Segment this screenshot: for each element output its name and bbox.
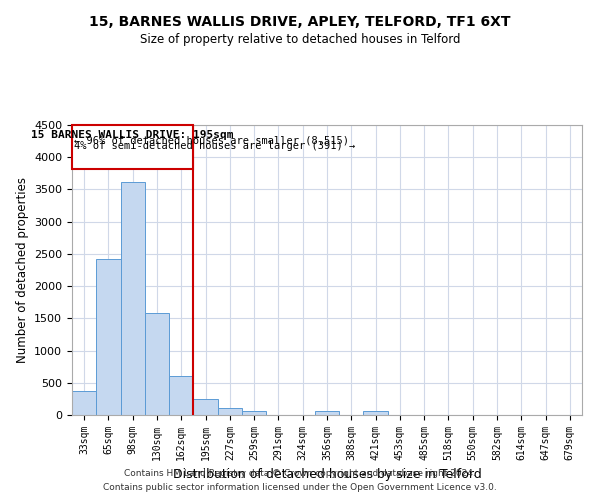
Text: Size of property relative to detached houses in Telford: Size of property relative to detached ho… <box>140 32 460 46</box>
Bar <box>193 399 218 415</box>
Text: Contains HM Land Registry data © Crown copyright and database right 2024.: Contains HM Land Registry data © Crown c… <box>124 468 476 477</box>
Bar <box>218 408 242 415</box>
Bar <box>72 390 96 415</box>
Bar <box>121 182 145 415</box>
FancyBboxPatch shape <box>72 125 193 169</box>
Text: Contains public sector information licensed under the Open Government Licence v3: Contains public sector information licen… <box>103 484 497 492</box>
Y-axis label: Number of detached properties: Number of detached properties <box>16 177 29 363</box>
Text: 15, BARNES WALLIS DRIVE, APLEY, TELFORD, TF1 6XT: 15, BARNES WALLIS DRIVE, APLEY, TELFORD,… <box>89 15 511 29</box>
Bar <box>96 259 121 415</box>
Text: 4% of semi-detached houses are larger (391) →: 4% of semi-detached houses are larger (3… <box>74 141 356 151</box>
Bar <box>242 411 266 415</box>
Text: 15 BARNES WALLIS DRIVE: 195sqm: 15 BARNES WALLIS DRIVE: 195sqm <box>31 130 234 140</box>
Text: ← 96% of detached houses are smaller (8,515): ← 96% of detached houses are smaller (8,… <box>74 136 349 146</box>
Bar <box>315 411 339 415</box>
X-axis label: Distribution of detached houses by size in Telford: Distribution of detached houses by size … <box>173 468 481 481</box>
Bar <box>364 411 388 415</box>
Bar <box>169 376 193 415</box>
Bar <box>145 313 169 415</box>
